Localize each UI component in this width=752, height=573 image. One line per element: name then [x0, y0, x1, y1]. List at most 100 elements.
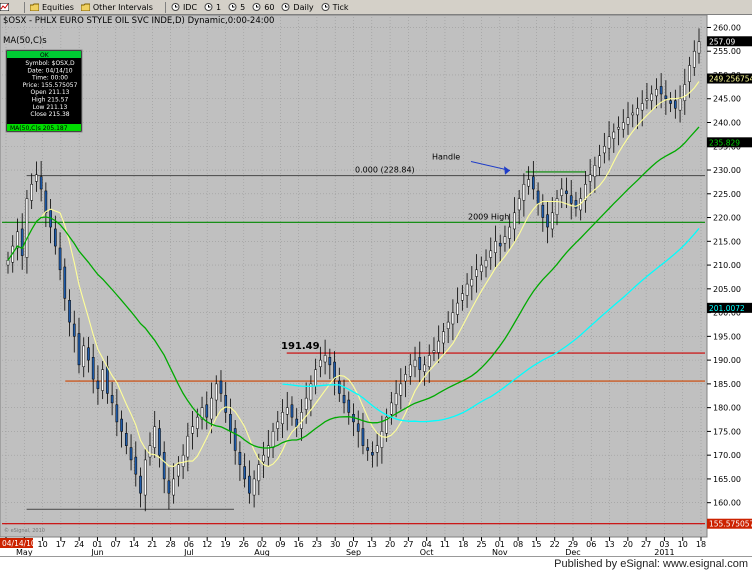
annotations: 0.000 (228.84) 2009 High 191.49 Handle: [281, 153, 511, 352]
candle: [371, 441, 374, 468]
candle: [39, 160, 43, 202]
candle-body: [385, 416, 388, 434]
candle-body: [527, 179, 530, 187]
candle-body: [39, 176, 43, 190]
candle-body: [655, 88, 658, 97]
candle: [30, 173, 33, 209]
price-tag-box: [707, 302, 752, 313]
candle-body: [181, 454, 185, 467]
info-box-ma-bar: [7, 124, 81, 131]
month-label: Sep: [346, 548, 361, 556]
candle: [418, 341, 422, 382]
candle-body: [295, 418, 299, 427]
candle: [172, 463, 175, 504]
candle-body: [271, 431, 275, 448]
candle-body: [257, 464, 261, 482]
candle: [465, 273, 469, 308]
2009-high-label: 2009 High: [468, 212, 509, 221]
candle: [399, 368, 403, 410]
candle-body: [337, 380, 341, 394]
candle-body: [191, 426, 194, 434]
candle: [385, 408, 388, 442]
candle: [361, 412, 365, 455]
candle-body: [252, 478, 256, 496]
candle: [72, 310, 76, 353]
candle-body: [162, 452, 166, 480]
candle-body: [342, 395, 346, 404]
toolbar-item-other-intervals[interactable]: Other Intervals: [80, 3, 153, 12]
y-tick-label: 240.00: [713, 119, 741, 128]
price-tag-box: [707, 137, 752, 148]
candle-body: [404, 374, 407, 382]
candle-body: [219, 380, 223, 394]
month-label: Nov: [492, 548, 508, 556]
candle: [607, 121, 611, 161]
candle-body: [120, 418, 123, 432]
ma-10-line: [21, 81, 700, 467]
price-tag: 235.829: [707, 137, 752, 147]
candle-body: [484, 260, 488, 268]
y-tick-label: 255.00: [713, 47, 741, 56]
candle-body: [593, 165, 597, 177]
info-box-line: High 215.57: [32, 97, 69, 104]
candle: [697, 28, 701, 64]
candle: [603, 132, 606, 164]
y-tick-label: 245.00: [713, 95, 741, 104]
toolbar-item-tick[interactable]: Tick: [321, 3, 349, 12]
toolbar-item-chart[interactable]: [0, 3, 12, 11]
price-tag-box: [707, 518, 752, 529]
toolbar-item-1[interactable]: 1: [204, 3, 221, 12]
toolbar-item-60[interactable]: 60: [252, 3, 274, 12]
price-tag-label: 201.0072: [709, 304, 745, 313]
toolbar-item-idc[interactable]: IDC: [171, 3, 197, 12]
candle-body: [186, 435, 190, 458]
candle-body: [442, 331, 445, 344]
candle: [475, 254, 478, 293]
candle-body: [87, 347, 90, 361]
candle-body: [115, 404, 119, 423]
candle: [366, 439, 370, 461]
candle: [479, 256, 483, 281]
y-tick-label: 185.00: [713, 380, 741, 389]
candle: [470, 266, 474, 301]
chart-icon: [0, 3, 9, 11]
candle-body: [461, 293, 464, 301]
toolbar-item-daily[interactable]: Daily: [281, 3, 314, 12]
candle-body: [390, 402, 393, 415]
candle-body: [598, 155, 601, 168]
candle: [517, 189, 521, 225]
month-label: Jun: [90, 548, 104, 556]
toolbar-item-equities[interactable]: Equities: [30, 3, 74, 12]
candle: [162, 441, 166, 494]
x-axis: 2603101724010714212806121926020916233007…: [0, 537, 706, 556]
x-tick-label: 20: [623, 540, 633, 549]
candle: [390, 391, 393, 425]
candle-body: [683, 84, 687, 101]
candle-body: [465, 283, 469, 296]
candle-body: [214, 383, 218, 401]
toolbar-item-label: Tick: [332, 2, 349, 12]
candle-body: [432, 350, 436, 353]
candle: [6, 251, 10, 274]
candle: [494, 225, 497, 267]
candle: [129, 434, 133, 471]
candle-body: [427, 355, 431, 368]
x-tick-label: 01: [495, 540, 505, 549]
candle: [323, 339, 327, 375]
clock-icon: [228, 3, 237, 11]
toolbar-item-label: 60: [264, 2, 275, 12]
candle: [58, 232, 62, 281]
candle-body: [20, 228, 24, 256]
candle: [617, 116, 620, 146]
x-tick-label: 22: [550, 540, 560, 549]
candle-body: [446, 321, 450, 330]
candle-body: [603, 146, 606, 154]
clock-icon: [171, 3, 180, 11]
folder-icon: [30, 3, 39, 11]
info-box-header: OK: [40, 52, 50, 59]
candle: [139, 467, 142, 508]
candle-body: [290, 404, 294, 418]
x-tick-label: 12: [202, 540, 212, 549]
y-tick-label: 180.00: [713, 404, 741, 413]
toolbar-item-5[interactable]: 5: [228, 3, 245, 12]
